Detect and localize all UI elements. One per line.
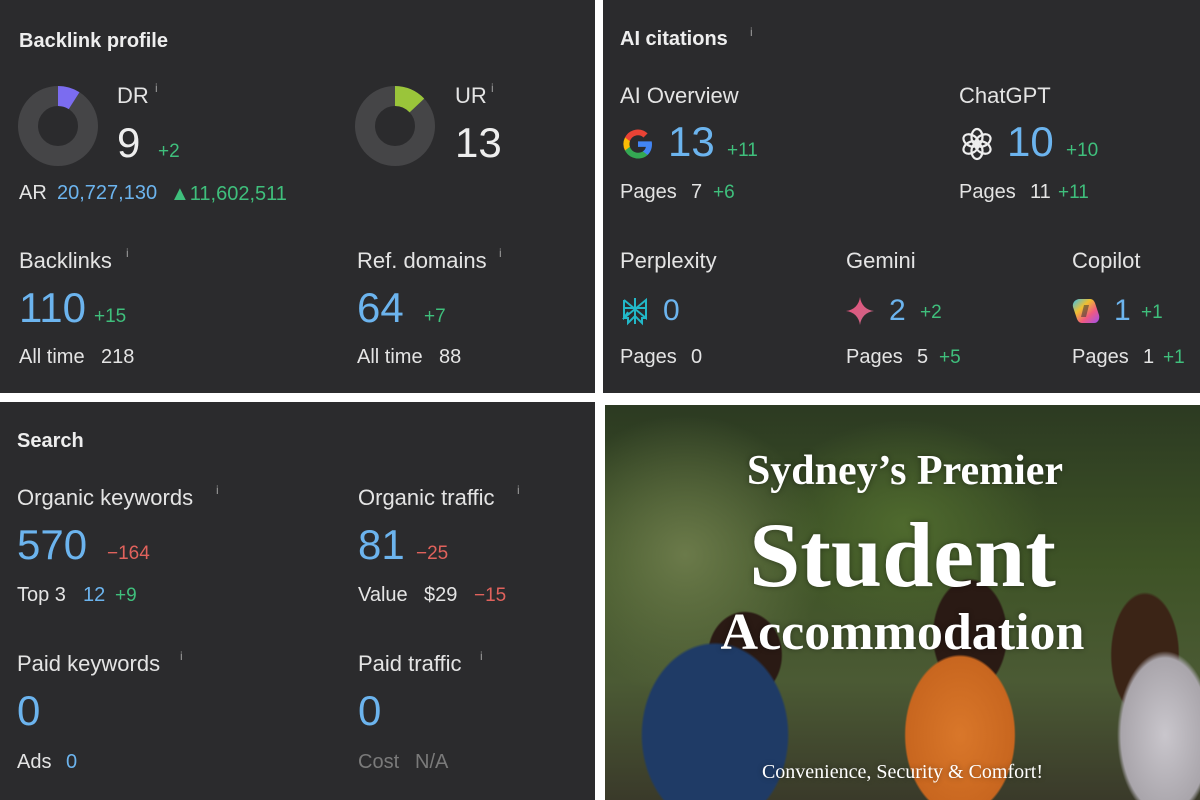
ai-overview-value[interactable]: 13 — [668, 118, 715, 165]
perplexity-value[interactable]: 0 — [663, 294, 680, 327]
traffic-value-label: Value — [358, 584, 408, 606]
ai-citations-panel: AI citations i AI Overview 13 +11 Pages … — [603, 0, 1200, 393]
ref-domains-alltime-label: All time — [357, 346, 423, 368]
dr-delta: +2 — [158, 141, 180, 162]
backlinks-label: Backlinks — [19, 248, 112, 273]
top3-value[interactable]: 12 — [83, 584, 106, 606]
ads-label: Ads — [17, 751, 52, 773]
paid-keywords-value[interactable]: 0 — [17, 687, 41, 734]
dr-value: 9 — [117, 119, 141, 166]
organic-keywords-delta: −164 — [107, 543, 150, 564]
gauge-fill — [18, 86, 98, 166]
chatgpt-delta: +10 — [1066, 140, 1099, 161]
copilot-value[interactable]: 1 — [1114, 294, 1131, 327]
perplexity-pages: 0 — [691, 346, 703, 368]
traffic-value-amount: $29 — [424, 584, 458, 606]
ref-domains-label: Ref. domains — [357, 248, 487, 273]
gemini-icon — [846, 297, 874, 325]
info-icon[interactable]: i — [126, 246, 129, 260]
pages-label: Pages — [620, 346, 677, 368]
ref-domains-alltime: 88 — [439, 346, 462, 368]
banner-heading-line1: Sydney’s Premier — [746, 448, 1064, 494]
info-icon[interactable]: i — [491, 81, 494, 95]
backlink-profile-panel: Backlink profile DR i 9 +2 AR 20,727,130… — [0, 0, 595, 393]
cost-label: Cost — [358, 751, 400, 773]
ar-value[interactable]: 20,727,130 — [57, 182, 158, 204]
gauge-fill — [355, 86, 435, 166]
banner-tagline: Convenience, Security & Comfort! — [761, 761, 1044, 783]
copilot-icon — [1072, 299, 1100, 323]
info-icon[interactable]: i — [155, 81, 158, 95]
pages-label: Pages — [846, 346, 903, 368]
ur-label: UR — [455, 83, 487, 108]
gemini-value[interactable]: 2 — [889, 294, 906, 327]
ai-overview-label: AI Overview — [620, 83, 739, 108]
ref-domains-delta: +7 — [424, 306, 446, 327]
banner-heading-line3: Accommodation — [720, 604, 1085, 661]
organic-traffic-value[interactable]: 81 — [358, 521, 405, 568]
paid-traffic-value[interactable]: 0 — [358, 687, 382, 734]
perplexity-icon — [622, 297, 647, 326]
pages-label: Pages — [959, 181, 1016, 203]
banner-heading-line2: Student — [749, 504, 1056, 606]
cost-value: N/A — [415, 751, 449, 773]
info-icon[interactable]: i — [517, 483, 520, 497]
panel-title: Search — [17, 430, 84, 452]
ai-overview-delta: +11 — [727, 140, 758, 161]
ads-value[interactable]: 0 — [66, 751, 78, 773]
ai-overview-pages: 7 — [691, 181, 703, 203]
gemini-delta: +2 — [920, 302, 942, 323]
organic-keywords-value[interactable]: 570 — [17, 521, 88, 568]
ar-delta: ▲11,602,511 — [170, 183, 287, 205]
gemini-pages: 5 — [917, 346, 929, 368]
chatgpt-pages-delta: +11 — [1058, 182, 1089, 203]
google-icon — [623, 129, 652, 159]
dr-gauge — [18, 86, 98, 166]
copilot-label: Copilot — [1072, 248, 1141, 273]
panel-title: AI citations — [620, 28, 728, 50]
backlinks-alltime: 218 — [101, 346, 135, 368]
perplexity-label: Perplexity — [620, 248, 717, 273]
ur-value: 13 — [455, 119, 502, 166]
gemini-pages-delta: +5 — [939, 347, 961, 368]
ur-gauge — [355, 86, 435, 166]
backlinks-value[interactable]: 110 — [19, 284, 86, 331]
info-icon[interactable]: i — [750, 25, 753, 39]
pages-label: Pages — [620, 181, 677, 203]
organic-traffic-label: Organic traffic — [358, 485, 495, 510]
search-panel: Search Organic keywords i 570 −164 Top 3… — [0, 402, 595, 800]
info-icon[interactable]: i — [216, 483, 219, 497]
info-icon[interactable]: i — [499, 246, 502, 260]
info-icon[interactable]: i — [480, 649, 483, 663]
student-accommodation-banner: Sydney’s Premier Student Accommodation C… — [605, 405, 1200, 800]
ar-label: AR — [19, 182, 47, 204]
organic-keywords-label: Organic keywords — [17, 485, 194, 510]
ref-domains-value[interactable]: 64 — [357, 284, 404, 331]
chatgpt-value[interactable]: 10 — [1007, 118, 1054, 165]
traffic-value-delta: −15 — [474, 585, 507, 606]
top3-label: Top 3 — [17, 584, 66, 606]
panel-title: Backlink profile — [19, 30, 168, 52]
copilot-pages-delta: +1 — [1163, 347, 1185, 368]
organic-traffic-delta: −25 — [416, 543, 449, 564]
backlinks-alltime-label: All time — [19, 346, 85, 368]
top3-delta: +9 — [115, 585, 137, 606]
chatgpt-icon — [962, 127, 992, 161]
copilot-delta: +1 — [1141, 302, 1163, 323]
backlinks-delta: +15 — [94, 306, 127, 327]
chatgpt-label: ChatGPT — [959, 83, 1051, 108]
chatgpt-pages: 11 — [1030, 181, 1051, 203]
gemini-label: Gemini — [846, 248, 916, 273]
ai-overview-pages-delta: +6 — [713, 182, 735, 203]
paid-traffic-label: Paid traffic — [358, 651, 462, 676]
pages-label: Pages — [1072, 346, 1129, 368]
dr-label: DR — [117, 83, 149, 108]
info-icon[interactable]: i — [180, 649, 183, 663]
paid-keywords-label: Paid keywords — [17, 651, 161, 676]
copilot-pages: 1 — [1143, 346, 1155, 368]
